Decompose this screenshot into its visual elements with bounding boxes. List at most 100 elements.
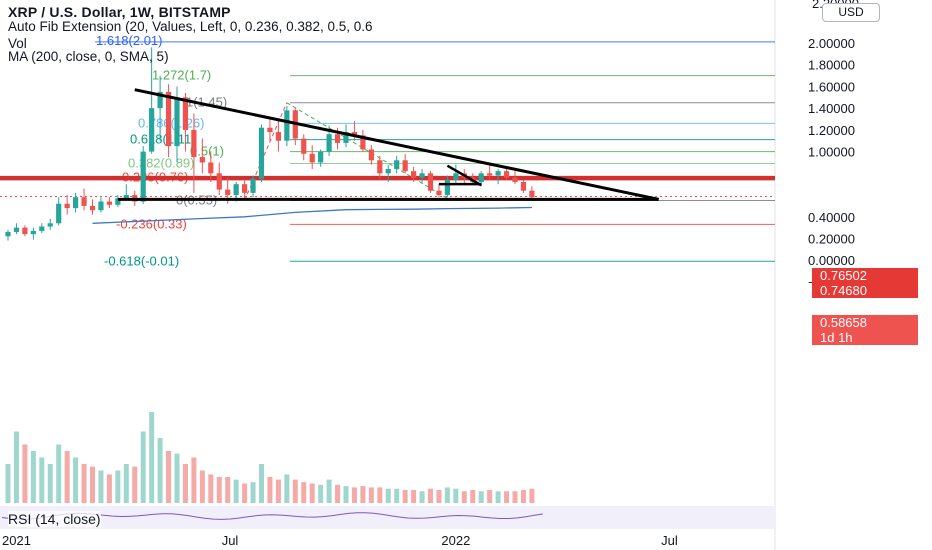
- price-tag-resistance-lower: 0.74680: [812, 283, 918, 298]
- candle-body[interactable]: [115, 198, 121, 205]
- fib-anchor-line: [286, 102, 448, 199]
- candle-body[interactable]: [56, 203, 62, 224]
- price-tag-resistance-upper: 0.76502: [812, 268, 918, 283]
- candle-body[interactable]: [225, 189, 231, 196]
- candle-body[interactable]: [199, 157, 205, 163]
- candle-body[interactable]: [427, 173, 434, 191]
- price-axis-label: 0.40000: [808, 210, 855, 225]
- volume-bar: [377, 487, 383, 503]
- fib-indicator-legend[interactable]: Auto Fib Extension (20, Values, Left, 0,…: [8, 19, 373, 34]
- candle-body[interactable]: [39, 226, 45, 231]
- candle-body[interactable]: [73, 197, 79, 209]
- volume-bar: [98, 470, 104, 503]
- candle-body[interactable]: [182, 97, 189, 130]
- volume-bar: [436, 490, 442, 503]
- candle-body[interactable]: [343, 132, 349, 143]
- currency-button[interactable]: USD: [822, 3, 880, 22]
- candle-body[interactable]: [174, 97, 180, 147]
- candle-body[interactable]: [385, 168, 391, 174]
- candle-body[interactable]: [89, 205, 96, 211]
- rsi-pane: [0, 506, 775, 528]
- candle-body[interactable]: [334, 134, 341, 143]
- volume-bar: [174, 453, 180, 503]
- candle-body[interactable]: [22, 227, 28, 235]
- candle-body[interactable]: [13, 227, 20, 232]
- volume-bar: [318, 484, 324, 503]
- volume-bar: [292, 479, 298, 503]
- candle-body[interactable]: [267, 127, 273, 133]
- candle-body[interactable]: [233, 184, 239, 196]
- volume-bar: [166, 451, 172, 503]
- candle-body[interactable]: [140, 151, 146, 202]
- volume-bar: [267, 477, 273, 503]
- candle-body[interactable]: [284, 110, 290, 141]
- volume-legend[interactable]: Vol: [8, 36, 27, 51]
- volume-bar: [411, 490, 417, 503]
- candle-body[interactable]: [191, 129, 197, 158]
- candle-body[interactable]: [81, 197, 87, 206]
- candle-body[interactable]: [444, 179, 450, 196]
- volume-bar: [470, 490, 476, 503]
- price-axis-label: 0.20000: [808, 231, 855, 246]
- volume-bar: [284, 474, 290, 503]
- symbol-title: XRP / U.S. Dollar, 1W, BITSTAMP: [8, 4, 231, 20]
- volume-bar: [39, 457, 45, 503]
- candle-body[interactable]: [318, 151, 324, 163]
- candle-body[interactable]: [275, 132, 281, 141]
- candle-body[interactable]: [377, 160, 383, 174]
- ma-200-line: [92, 206, 532, 224]
- volume-bar: [419, 491, 425, 503]
- volume-bar: [90, 466, 95, 503]
- fib-level-label: -0.618(-0.01): [104, 253, 179, 268]
- candle-body[interactable]: [242, 184, 248, 193]
- candle-body[interactable]: [402, 160, 408, 172]
- candle-body[interactable]: [309, 153, 315, 163]
- volume-bar: [250, 482, 256, 503]
- candle-body[interactable]: [411, 171, 417, 178]
- candle-body[interactable]: [123, 195, 129, 199]
- volume-bar: [495, 491, 501, 503]
- candle-body[interactable]: [487, 173, 493, 176]
- volume-bar: [216, 477, 222, 503]
- candle-body[interactable]: [5, 231, 11, 237]
- candle-body[interactable]: [301, 138, 307, 154]
- candle-body[interactable]: [157, 91, 163, 109]
- candle-body[interactable]: [503, 171, 510, 178]
- candle-body[interactable]: [208, 162, 214, 174]
- candle-body[interactable]: [250, 178, 256, 193]
- candle-body[interactable]: [478, 173, 484, 183]
- trendline[interactable]: [134, 88, 659, 201]
- volume-bar: [233, 479, 239, 503]
- candle-body[interactable]: [520, 182, 527, 191]
- candle-body[interactable]: [529, 190, 535, 198]
- candle-body[interactable]: [165, 91, 172, 147]
- candle-body[interactable]: [419, 173, 425, 178]
- candle-body[interactable]: [512, 177, 518, 183]
- candle-body[interactable]: [368, 149, 374, 161]
- candle-body[interactable]: [106, 201, 112, 205]
- candle-body[interactable]: [453, 173, 459, 180]
- rsi-legend[interactable]: RSI (14, close): [8, 511, 101, 527]
- volume-bar: [326, 479, 332, 503]
- volume-bar: [5, 464, 11, 503]
- time-axis-label: 2021: [2, 533, 31, 548]
- trendline[interactable]: [446, 164, 482, 187]
- candle-body[interactable]: [30, 230, 36, 235]
- price-tag-countdown: 1d 1h: [812, 330, 918, 345]
- candle-body[interactable]: [351, 132, 358, 136]
- candle-body[interactable]: [216, 173, 222, 190]
- candle-body[interactable]: [64, 203, 70, 209]
- candle-body[interactable]: [436, 190, 442, 196]
- candle-body[interactable]: [47, 223, 53, 227]
- candle-body[interactable]: [98, 201, 104, 211]
- candle-body[interactable]: [495, 171, 501, 176]
- candle-body[interactable]: [258, 127, 265, 179]
- candle-body[interactable]: [360, 135, 366, 150]
- ma-legend[interactable]: MA (200, close, 0, SMA, 5): [8, 49, 169, 64]
- candle-body[interactable]: [394, 160, 400, 169]
- candle-body[interactable]: [149, 108, 155, 152]
- volume-bar: [402, 490, 408, 503]
- candle-body[interactable]: [326, 134, 332, 152]
